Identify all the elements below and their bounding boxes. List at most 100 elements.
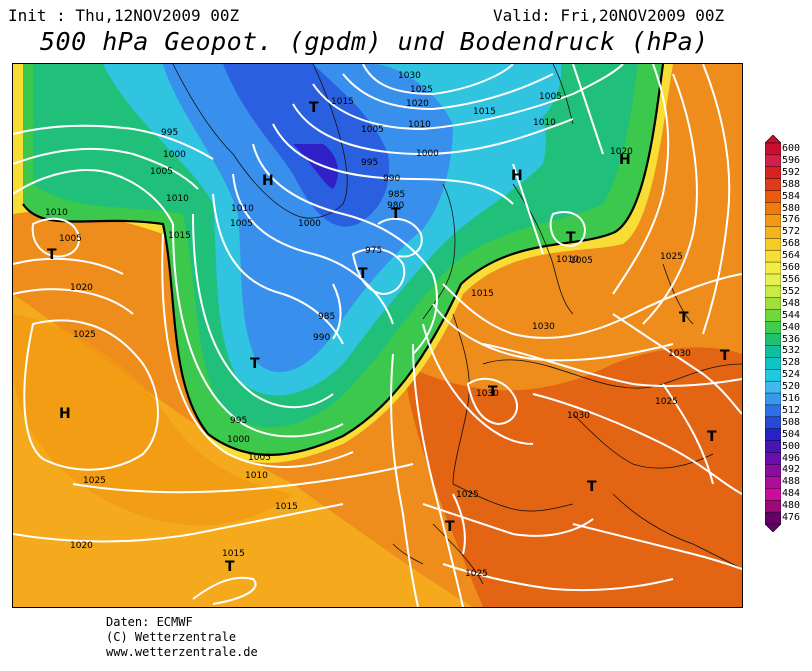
isobar-label: 990 (313, 333, 330, 343)
isobar-label: 1025 (660, 252, 683, 262)
legend-label: 548 (782, 297, 801, 309)
legend-swatch (765, 214, 781, 227)
legend-label: 504 (782, 428, 801, 440)
isobar-label: 1030 (532, 322, 555, 332)
low-marker: T (488, 384, 498, 400)
isobar-label: 980 (387, 201, 404, 211)
legend-label: 512 (782, 404, 801, 416)
legend-label: 536 (782, 333, 801, 345)
isobar-label: 1015 (275, 502, 298, 512)
isobar-label: 985 (318, 312, 335, 322)
legend-swatch (765, 369, 781, 382)
legend-label: 540 (782, 321, 801, 333)
weather-map[interactable]: 1030 1025 1020 1015 1010 1005 1000 995 9… (12, 63, 743, 608)
isobar-label: 995 (361, 158, 378, 168)
legend-swatch (765, 476, 781, 489)
low-marker: T (445, 519, 455, 535)
contour-552 (22, 64, 665, 456)
legend-label: 520 (782, 381, 801, 393)
isobar-label: 990 (383, 174, 400, 184)
legend-label: 580 (782, 202, 801, 214)
legend-label: 524 (782, 369, 801, 381)
isobar-label: 1015 (473, 107, 496, 117)
isobar-label: 1030 (567, 411, 590, 421)
legend-label: 488 (782, 476, 801, 488)
legend-bottom-cap (765, 523, 781, 532)
legend-label: 600 (782, 143, 801, 154)
legend-swatch (765, 416, 781, 430)
isobar-label: 1010 (533, 118, 556, 128)
legend-label: 576 (782, 214, 801, 226)
purple-core (293, 144, 339, 189)
credits-copyright: (C) Wetterzentrale (106, 630, 237, 644)
legend-swatch (765, 261, 781, 275)
isobar-label: 975 (365, 246, 382, 256)
yellow-band-sw (13, 294, 473, 607)
isobar-label: 995 (230, 416, 247, 426)
isobar-label: 1015 (168, 231, 191, 241)
legend-label: 532 (782, 345, 801, 357)
isobar-label: 1020 (70, 283, 93, 293)
isobar-label: 1015 (471, 289, 494, 299)
isobar-label: 1020 (406, 99, 429, 109)
legend-swatch (765, 333, 781, 346)
isobar-label: 1005 (230, 219, 253, 229)
legend-label: 568 (782, 238, 801, 250)
valid-time: Valid: Fri,20NOV2009 00Z (493, 6, 725, 25)
orange-region-atlantic (13, 314, 293, 526)
low-marker: T (679, 310, 689, 326)
legend-swatch (765, 428, 781, 442)
legend-swatch (765, 285, 781, 299)
low-marker: T (566, 230, 576, 246)
isobar-label: 1030 (476, 389, 499, 399)
low-marker: T (720, 348, 730, 364)
isobar-label: 1025 (465, 569, 488, 579)
high-marker: H (619, 152, 631, 168)
legend-label: 552 (782, 285, 801, 297)
pressure-systems: T H T T T T H H H T T T T T T T T (47, 100, 730, 575)
isobar-label: 1025 (83, 476, 106, 486)
isobar-label: 1030 (398, 71, 421, 81)
legend-label: 596 (782, 154, 801, 166)
legend-top-cap (765, 135, 781, 144)
legend-swatch (765, 440, 781, 454)
isobar-label: 1025 (73, 330, 96, 340)
isobar-label: 1020 (610, 147, 633, 157)
credits-url[interactable]: www.wetterzentrale.de (106, 645, 258, 659)
legend-label: 564 (782, 250, 801, 262)
legend-label: 556 (782, 273, 801, 285)
legend-swatch (765, 297, 781, 311)
legend-swatch (765, 357, 781, 370)
legend-swatch (765, 190, 781, 204)
credits-data-source: Daten: ECMWF (106, 615, 193, 629)
map-canvas: 1030 1025 1020 1015 1010 1005 1000 995 9… (13, 64, 742, 607)
map-title: 500 hPa Geopot. (gpdm) und Bodendruck (h… (40, 27, 709, 56)
isobar-label: 1000 (227, 435, 250, 445)
low-marker: T (358, 266, 368, 282)
legend-swatch (765, 392, 781, 406)
low-marker: T (707, 429, 717, 445)
legend-label: 492 (782, 464, 801, 476)
low-marker: T (225, 559, 235, 575)
legend-swatch (765, 464, 781, 477)
legend-swatch (765, 226, 781, 239)
isobar-label: 1010 (408, 120, 431, 130)
low-marker: T (309, 100, 319, 116)
isobar-labels: 1030 1025 1020 1015 1010 1005 1000 995 9… (45, 71, 691, 579)
legend-swatch (765, 142, 781, 156)
isobar-label: 1005 (361, 125, 384, 135)
legend-swatch (765, 202, 781, 215)
legend-swatch (765, 452, 781, 465)
isobar-label: 995 (161, 128, 178, 138)
isobar-label: 1020 (70, 541, 93, 551)
legend-label: 560 (782, 262, 801, 273)
color-legend (765, 135, 781, 532)
isobar-label: 1000 (298, 219, 321, 229)
legend-label: 484 (782, 488, 801, 500)
legend-label: 516 (782, 393, 801, 404)
legend-label: 584 (782, 190, 801, 202)
isobar-label: 1005 (570, 256, 593, 266)
isobar-label: 1005 (59, 234, 82, 244)
isobar-label: 1025 (655, 397, 678, 407)
legend-swatch (765, 154, 781, 168)
